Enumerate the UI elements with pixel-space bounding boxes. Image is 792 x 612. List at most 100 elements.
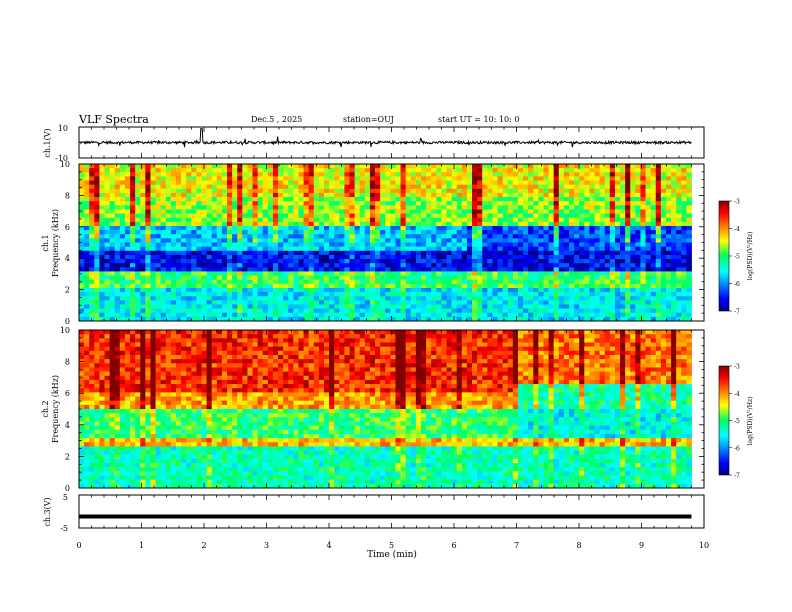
spectrogram-cell	[609, 312, 616, 318]
spectrogram-cell	[303, 164, 310, 169]
spectrogram-cell	[349, 217, 356, 223]
spectrogram-cell	[364, 168, 371, 173]
spectrogram-cell	[99, 275, 105, 281]
spectrogram-cell	[492, 213, 498, 219]
spectrogram-cell	[329, 201, 335, 206]
spectrogram-cell	[395, 234, 401, 239]
spectrogram-cell	[232, 296, 238, 301]
spectrogram-cell	[671, 296, 677, 301]
spectrogram-cell	[609, 246, 616, 252]
spectrogram-cell	[344, 217, 350, 223]
spectrogram-cell	[574, 304, 580, 309]
spectrogram-cell	[477, 234, 483, 239]
spectrogram-cell	[375, 225, 381, 231]
spectrogram-cell	[507, 221, 514, 227]
spectrogram-cell	[533, 176, 539, 181]
spectrogram-cell	[390, 230, 396, 235]
spectrogram-cell	[492, 267, 498, 272]
spectrogram-cell	[318, 217, 325, 223]
spectrogram-cell	[114, 205, 121, 210]
spectrogram-cell	[375, 213, 381, 219]
spectrogram-cell	[665, 197, 672, 202]
spectrogram-cell	[431, 172, 437, 177]
spectrogram-cell	[227, 188, 233, 194]
spectrogram-cell	[446, 205, 452, 210]
spectrogram-cell	[155, 176, 162, 181]
spectrogram-cell	[681, 238, 687, 243]
spectrogram-cell	[558, 308, 565, 314]
spectrogram-cell	[170, 259, 177, 264]
spectrogram-cell	[211, 192, 218, 198]
spectrogram-cell	[359, 221, 366, 227]
spectrogram-cell	[150, 316, 156, 322]
spectrogram-cell	[385, 213, 391, 219]
spectrogram-cell	[247, 213, 253, 219]
spectrogram-cell	[497, 259, 504, 264]
spectrogram-cell	[324, 283, 330, 289]
spectrogram-cell	[344, 292, 350, 297]
spectrogram-cell	[671, 263, 677, 268]
spectrogram-cell	[441, 192, 447, 198]
spectrogram-cell	[150, 283, 156, 289]
spectrogram-cell	[191, 217, 197, 223]
spectrogram-cell	[84, 205, 90, 210]
spectrogram-cell	[119, 234, 126, 239]
spectrogram-cell	[94, 463, 100, 468]
spectrogram-cell	[206, 230, 213, 235]
spectrogram-cell	[283, 283, 289, 289]
spectrogram-cell	[181, 312, 187, 318]
spectrogram-cell	[308, 164, 315, 169]
spectrogram-cell	[599, 246, 606, 252]
spectrogram-cell	[548, 172, 555, 177]
spectrogram-cell	[247, 275, 253, 281]
spectrogram-cell	[446, 192, 452, 198]
spectrogram-cell	[533, 300, 539, 305]
spectrogram-cell	[109, 316, 116, 322]
spectrogram-cell	[502, 308, 509, 314]
spectrogram-cell	[237, 234, 243, 239]
spectrogram-cell	[395, 205, 401, 210]
spectrogram-cell	[676, 234, 682, 239]
spectrogram-cell	[221, 304, 228, 309]
spectrogram-cell	[461, 271, 468, 276]
spectrogram-cell	[262, 312, 269, 318]
spectrogram-cell	[405, 287, 412, 293]
spectrogram-cell	[472, 188, 478, 194]
spectrogram-cell	[84, 176, 90, 181]
spectrogram-cell	[604, 201, 611, 206]
spectrogram-cell	[650, 209, 657, 214]
spectrogram-cell	[272, 246, 279, 252]
spectrogram-cell	[175, 263, 182, 268]
spectrogram-cell	[339, 172, 345, 177]
spectrogram-cell	[140, 225, 146, 231]
spectrogram-cell	[665, 246, 672, 252]
spectrogram-cell	[84, 471, 90, 476]
spectrogram-cell	[278, 164, 284, 169]
spectrogram-cell	[523, 238, 529, 243]
spectrogram-cell	[451, 201, 458, 206]
spectrogram-cell	[89, 213, 95, 219]
spectrogram-cell	[625, 197, 631, 202]
spectrogram-cell	[94, 371, 100, 377]
spectrogram-cell	[344, 287, 350, 293]
spectrogram-cell	[660, 279, 667, 285]
spectrogram-cell	[487, 287, 493, 293]
spectrogram-cell	[584, 271, 590, 276]
spectrogram-cell	[512, 180, 519, 186]
spectrogram-cell	[94, 396, 100, 402]
spectrogram-cell	[543, 180, 549, 186]
spectrogram-cell	[267, 168, 274, 173]
spectrogram-cell	[252, 242, 259, 248]
spectrogram-cell	[308, 197, 315, 202]
spectrogram-cell	[507, 259, 514, 264]
spectrogram-cell	[150, 267, 156, 272]
spectrogram-cell	[410, 304, 417, 309]
spectrogram-cell	[415, 234, 422, 239]
spectrogram-cell	[79, 429, 85, 435]
spectrogram-cell	[109, 201, 116, 206]
spectrogram-cell	[278, 312, 284, 318]
spectrogram-cell	[620, 217, 626, 223]
spectrogram-cell	[308, 246, 315, 252]
spectrogram-cell	[380, 279, 386, 285]
spectrogram-cell	[502, 201, 509, 206]
